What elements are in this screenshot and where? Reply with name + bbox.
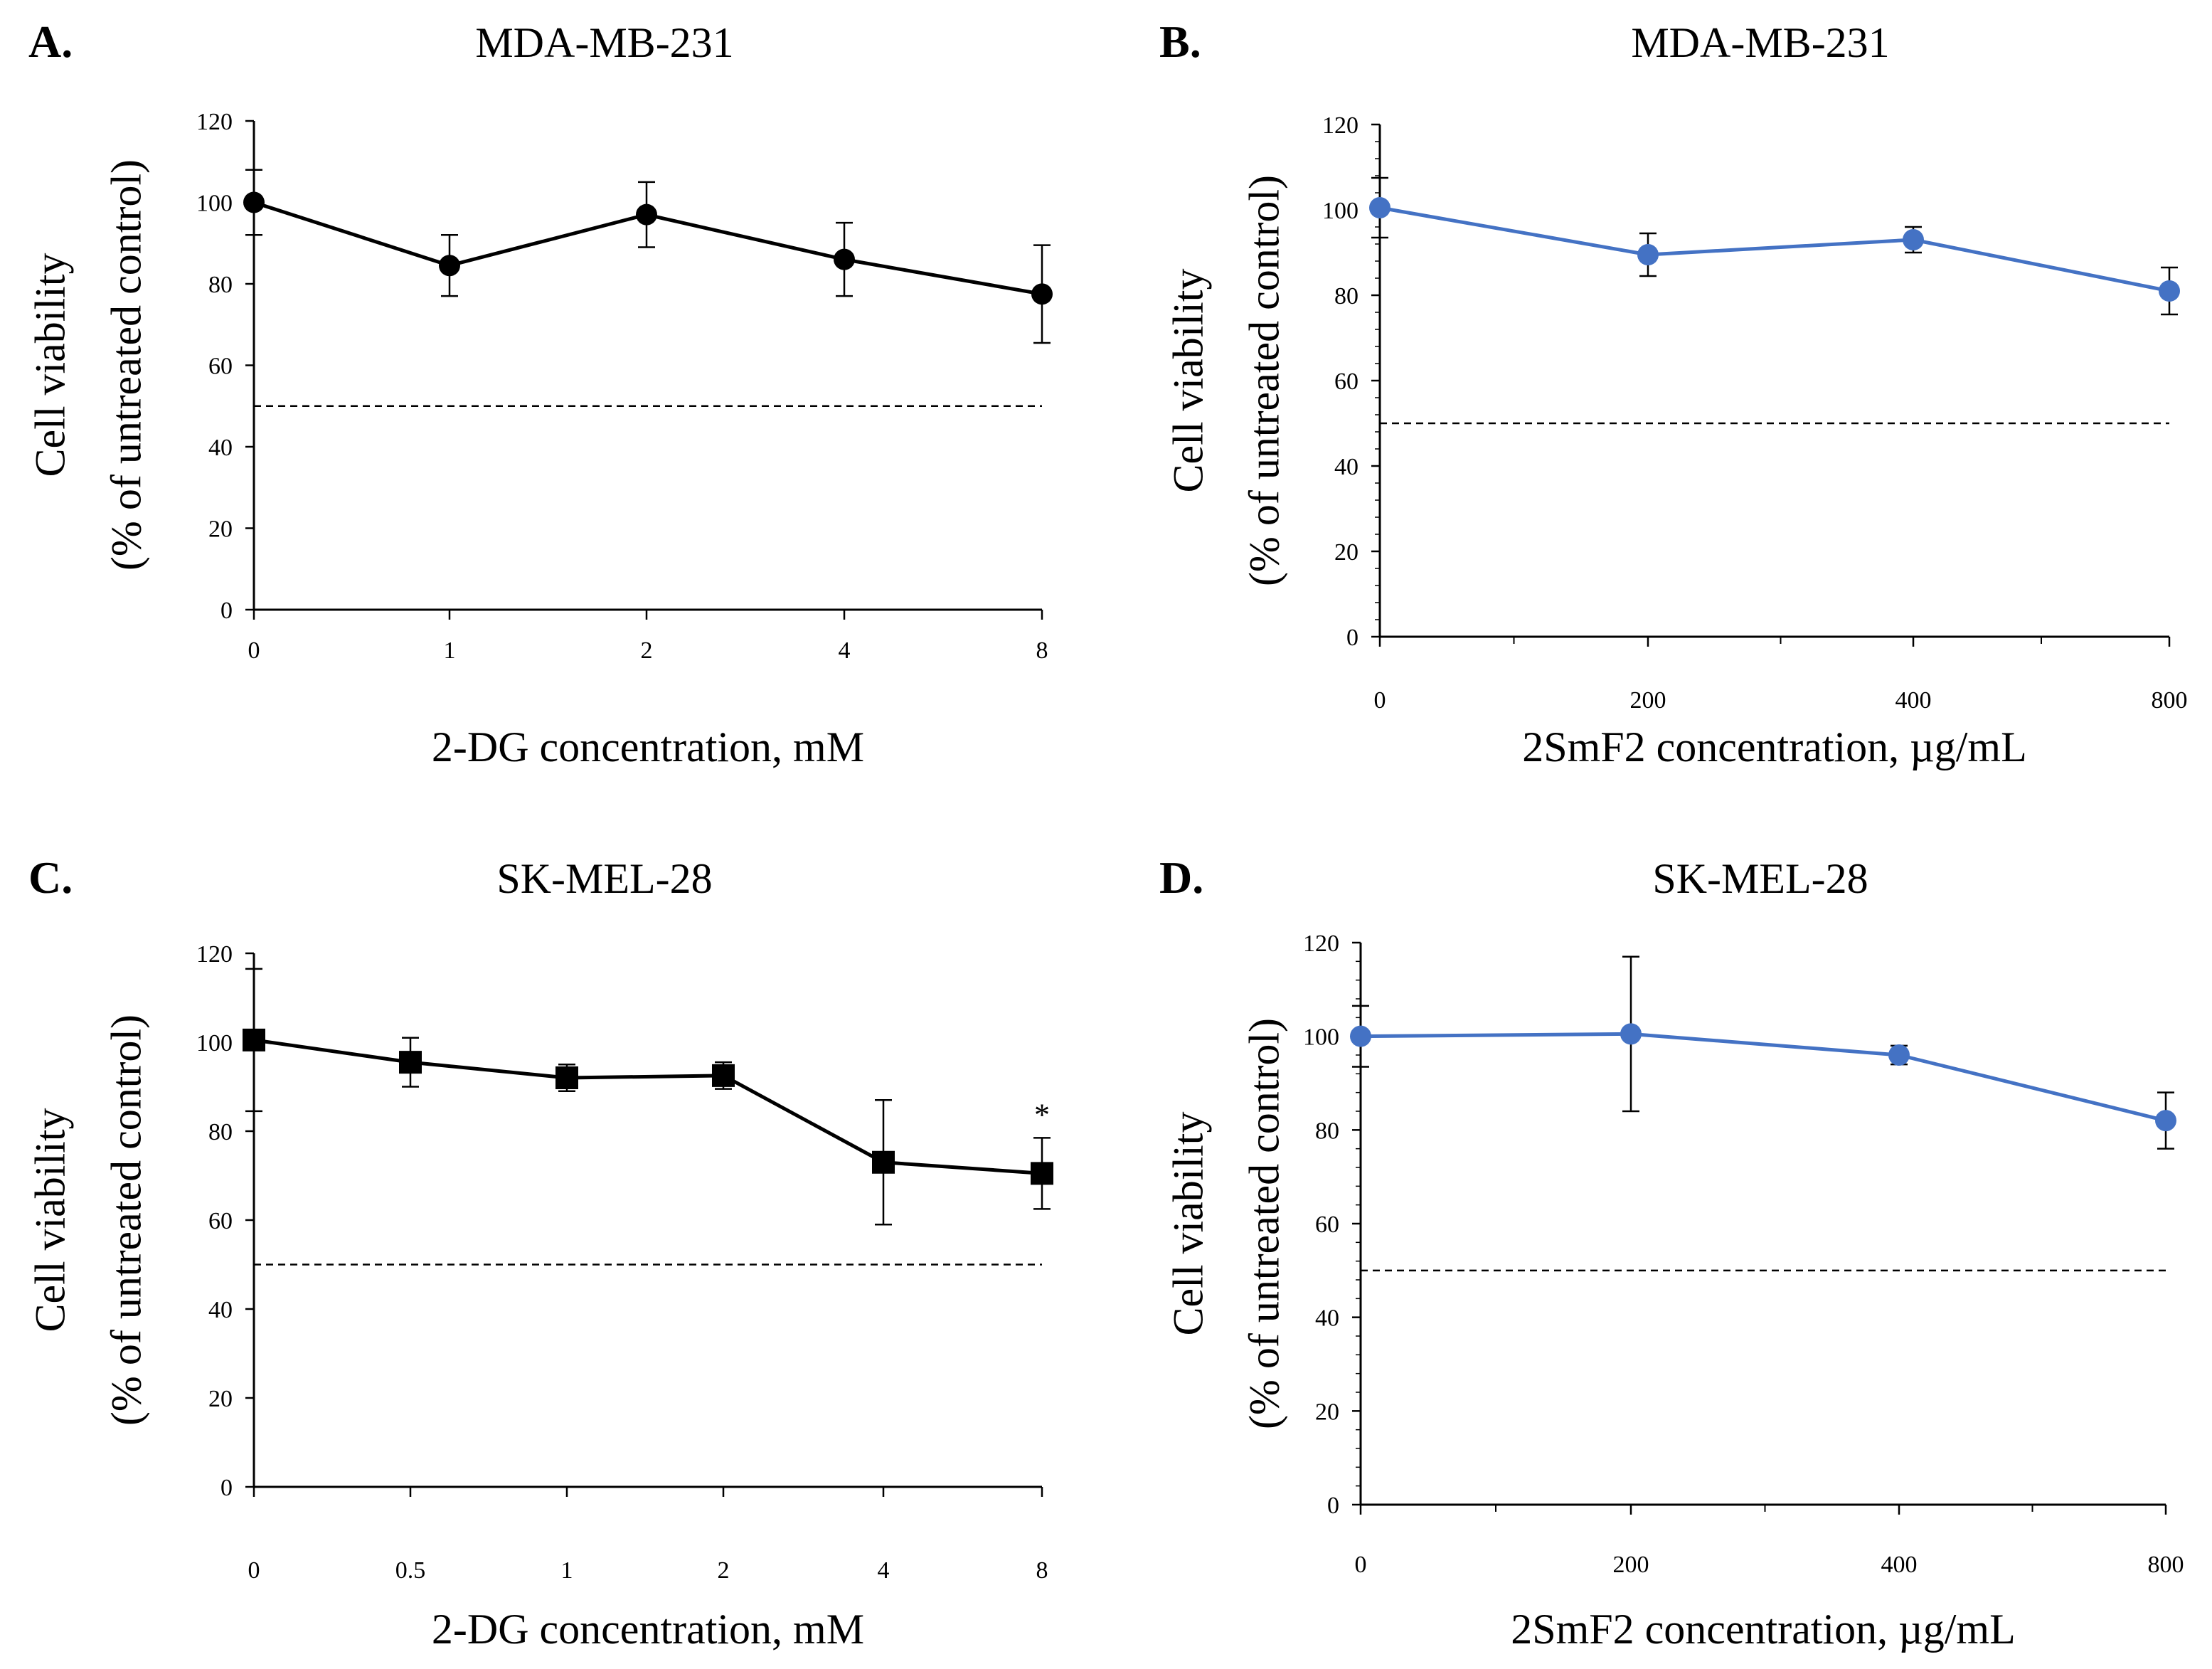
panel-letter: C. [28, 852, 73, 903]
y-tick-label: 20 [1315, 1399, 1339, 1425]
y-tick-label: 60 [1315, 1212, 1339, 1238]
y-tick-label: 80 [1315, 1118, 1339, 1144]
data-point [1888, 1044, 1910, 1066]
y-tick-label: 80 [1334, 283, 1358, 309]
chart-title: SK-MEL-28 [1652, 855, 1868, 902]
data-point [1031, 1162, 1053, 1185]
significance-asterisk: * [1034, 1097, 1050, 1132]
y-tick-label: 60 [1334, 369, 1358, 395]
y-tick-label: 80 [208, 1119, 233, 1145]
y-tick-label: 0 [1346, 625, 1358, 651]
x-tick-label: 0.5 [395, 1557, 426, 1584]
panel-a: A. MDA-MB-231 Cell viability (% of untreate… [26, 16, 1053, 770]
y-axis-label: Cell viability [1164, 1112, 1211, 1336]
y-tick-label: 120 [196, 941, 233, 968]
data-point [1620, 1023, 1642, 1045]
data-point [872, 1150, 895, 1174]
y-tick-label: 40 [1315, 1305, 1339, 1332]
y-tick-label: 40 [208, 435, 233, 461]
y-tick-label: 40 [1334, 454, 1358, 480]
y-tick-label: 120 [196, 109, 233, 135]
y-tick-label: 0 [1327, 1493, 1339, 1519]
y-axis-label: Cell viability [1164, 269, 1211, 493]
x-tick-label: 8 [1036, 1557, 1048, 1584]
data-point [2155, 1110, 2176, 1132]
data-point [439, 255, 460, 277]
x-tick-label: 0 [248, 637, 260, 664]
y-tick-label: 0 [220, 598, 233, 624]
x-tick-label: 0 [248, 1557, 260, 1584]
chart-title: MDA-MB-231 [475, 19, 733, 66]
y-axis-label: Cell viability [26, 253, 73, 477]
x-axis-label: 2SmF2 concentration, µg/mL [1511, 1606, 2015, 1653]
y-axis-label: Cell viability [26, 1108, 73, 1332]
y-tick-label: 100 [1322, 198, 1358, 224]
x-tick-label: 2 [718, 1557, 730, 1584]
y-tick-label: 120 [1303, 931, 1339, 957]
x-tick-label: 2 [641, 637, 653, 664]
data-point [1903, 229, 1924, 250]
y-axis-label-units: (% of untreated control) [1240, 1018, 1287, 1429]
y-tick-label: 60 [208, 1208, 233, 1234]
panel-letter: B. [1159, 16, 1201, 67]
data-point [2159, 280, 2180, 302]
panel-d: D. SK-MEL-28 Cell viability (% of untreated… [1159, 852, 2184, 1653]
y-tick-label: 20 [208, 516, 233, 543]
y-tick-label: 100 [196, 191, 233, 217]
data-point [636, 203, 657, 226]
y-tick-label: 80 [208, 272, 233, 298]
x-axis-label: 2-DG concentration, mM [432, 724, 864, 770]
series-line [253, 1038, 1043, 1175]
x-tick-label: 800 [2152, 687, 2188, 714]
x-tick-label: 4 [878, 1557, 890, 1584]
x-tick-label: 8 [1036, 637, 1048, 664]
y-tick-label: 20 [208, 1386, 233, 1412]
x-tick-label: 200 [1630, 687, 1666, 714]
data-point [243, 1028, 265, 1051]
y-tick-label: 60 [208, 354, 233, 380]
x-tick-label: 800 [2148, 1552, 2184, 1578]
y-axis-label-units: (% of untreated control) [102, 159, 149, 571]
y-tick-label: 40 [208, 1297, 233, 1323]
y-tick-label: 0 [220, 1475, 233, 1501]
chart-title: MDA-MB-231 [1631, 19, 1889, 66]
panel-letter: D. [1159, 852, 1203, 903]
panel-b: B. MDA-MB-231 Cell viability (% of untreate… [1159, 16, 2188, 770]
x-axis-label: 2SmF2 concentration, µg/mL [1522, 724, 2026, 770]
y-axis-label-units: (% of untreated control) [1240, 175, 1287, 586]
x-tick-label: 0 [1374, 687, 1386, 714]
data-point [1031, 283, 1053, 305]
x-tick-label: 0 [1355, 1552, 1367, 1578]
panel-c: C. SK-MEL-28 Cell viability (% of untreated… [26, 852, 1053, 1653]
x-tick-label: 400 [1895, 687, 1932, 714]
x-tick-label: 400 [1881, 1552, 1918, 1578]
y-tick-label: 100 [1303, 1024, 1339, 1051]
y-tick-label: 100 [196, 1030, 233, 1056]
y-tick-label: 120 [1322, 112, 1358, 139]
y-tick-label: 20 [1334, 539, 1358, 566]
series-line [1379, 206, 2170, 293]
panel-letter: A. [28, 16, 73, 67]
x-axis-label: 2-DG concentration, mM [432, 1606, 864, 1653]
series-line [1360, 1032, 2166, 1123]
x-tick-label: 1 [444, 637, 456, 664]
data-point [555, 1066, 578, 1089]
x-tick-label: 4 [839, 637, 851, 664]
data-point [834, 248, 855, 270]
data-point [712, 1064, 735, 1087]
x-tick-label: 1 [561, 1557, 573, 1584]
chart-title: SK-MEL-28 [496, 855, 712, 902]
data-point [243, 191, 265, 213]
data-point [1637, 244, 1659, 265]
data-point [399, 1051, 422, 1074]
data-point [1350, 1025, 1371, 1047]
y-axis-label-units: (% of untreated control) [102, 1014, 149, 1426]
data-point [1369, 197, 1391, 218]
x-tick-label: 200 [1613, 1552, 1649, 1578]
